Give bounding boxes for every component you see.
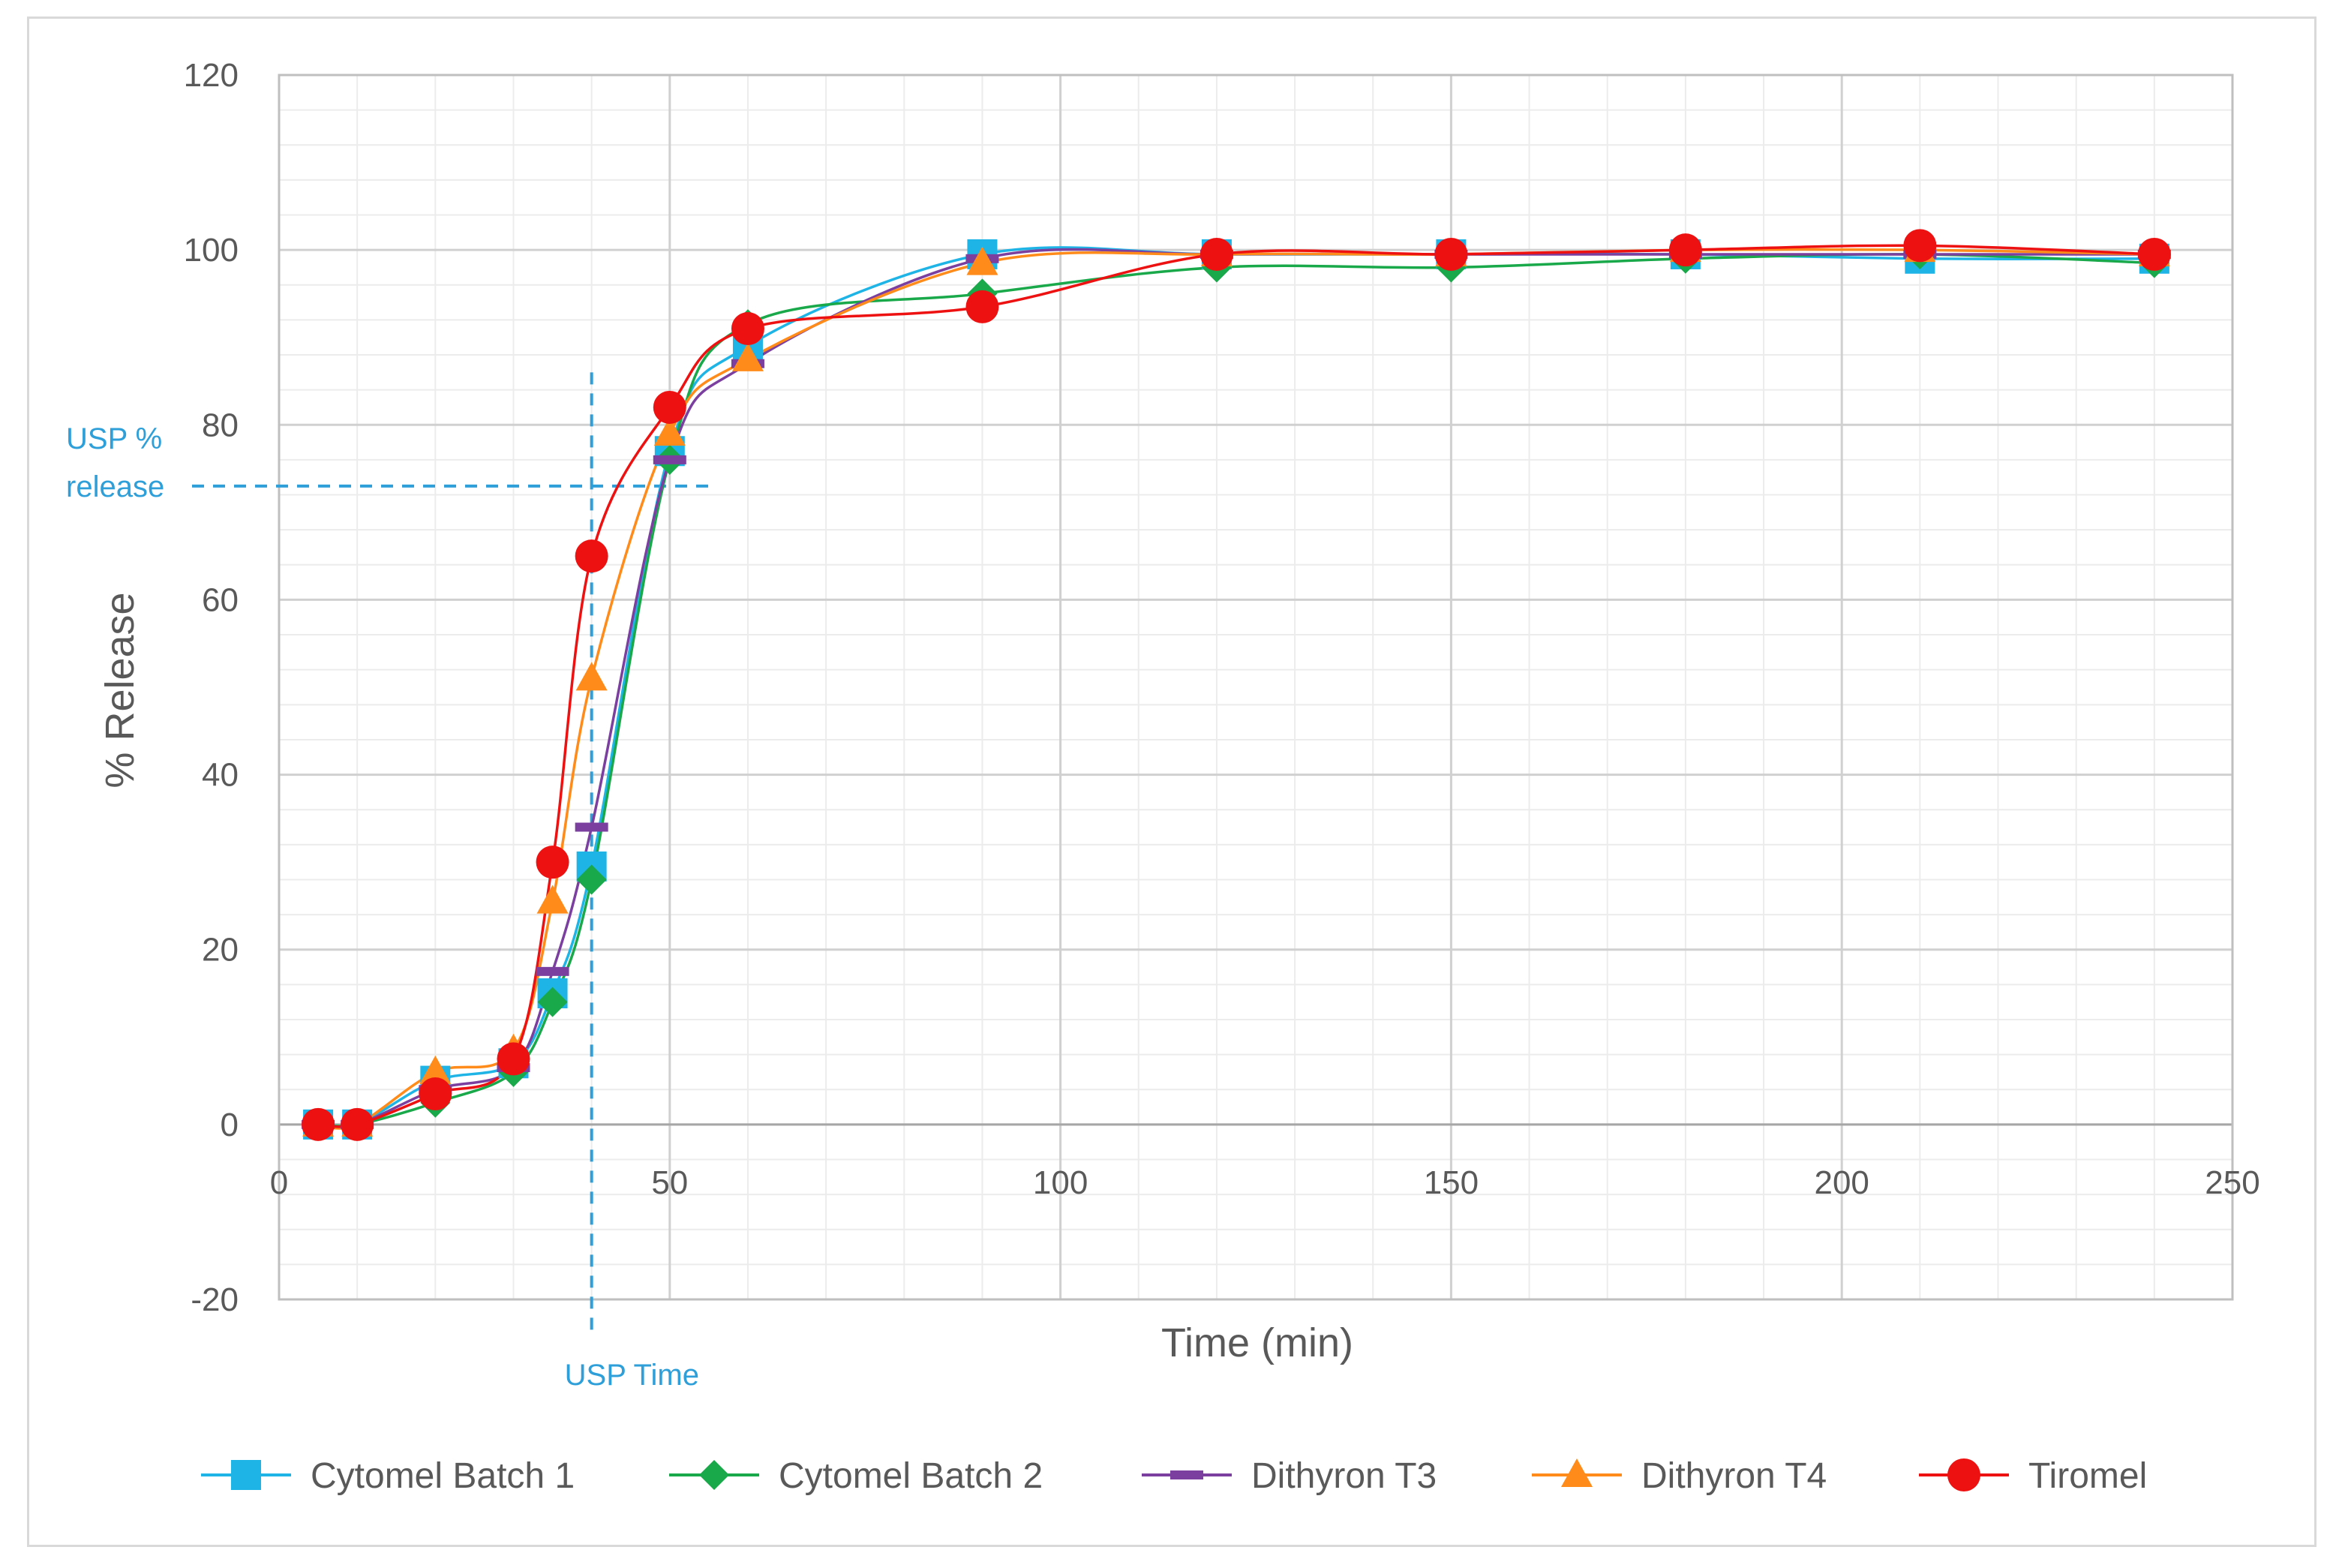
legend-marker-cytomel-batch-1 [231, 1460, 261, 1490]
y-tick-label: 60 [202, 581, 239, 618]
data-point-dithyron-t4 [966, 246, 998, 275]
major-gridlines [278, 74, 2234, 1301]
legend-marker-dithyron-t3 [1170, 1470, 1203, 1479]
legend-label-dithyron-t4: Dithyron T4 [1641, 1456, 1827, 1496]
y-tick-label: 40 [202, 757, 239, 794]
data-point-tiromel [1434, 237, 1468, 271]
legend: Cytomel Batch 1 Cytomel Batch 2 Dithyron T… [201, 1456, 2147, 1496]
legend-label-dithyron-t3: Dithyron T3 [1251, 1456, 1437, 1496]
data-point-tiromel [419, 1077, 452, 1111]
data-point-dithyron-t3 [653, 455, 686, 464]
annotations: USP % release USP Time [66, 372, 709, 1392]
y-tick-labels: -20 0 20 40 60 80 100 120 [184, 57, 239, 1318]
x-tick-label: 100 [1033, 1164, 1088, 1201]
y-axis-title: % Release [98, 592, 143, 788]
x-axis-title: Time (min) [1161, 1320, 1353, 1365]
data-point-dithyron-t4 [575, 662, 608, 691]
data-point-cytomel-batch-2 [576, 864, 607, 895]
series-markers [302, 229, 2171, 1141]
usp-release-label: release [66, 470, 164, 503]
y-tick-label: 100 [184, 232, 239, 269]
data-point-tiromel [575, 539, 608, 573]
legend-marker-cytomel-batch-2 [699, 1460, 729, 1490]
y-tick-label: -20 [191, 1281, 239, 1318]
data-point-tiromel [1200, 237, 1233, 271]
x-tick-label: 150 [1424, 1164, 1479, 1201]
legend-marker-tiromel [1947, 1458, 1980, 1491]
data-point-dithyron-t4 [653, 416, 686, 446]
y-tick-label: 120 [184, 57, 239, 94]
usp-release-label: USP % [66, 422, 162, 455]
y-tick-label: 0 [221, 1107, 239, 1143]
data-point-cytomel-batch-2 [537, 987, 568, 1017]
legend-label-cytomel-batch-1: Cytomel Batch 1 [311, 1456, 575, 1496]
usp-time-label: USP Time [565, 1359, 699, 1392]
data-point-dithyron-t3 [575, 822, 608, 832]
data-point-tiromel [536, 846, 569, 879]
data-point-tiromel [2137, 237, 2171, 271]
data-point-tiromel [1903, 229, 1937, 263]
data-point-dithyron-t4 [536, 885, 569, 914]
data-point-dithyron-t4 [731, 342, 764, 371]
data-point-tiromel [1668, 233, 1702, 267]
data-point-tiromel [731, 312, 764, 346]
minor-gridlines [279, 75, 2232, 1299]
x-tick-label: 50 [651, 1164, 688, 1201]
plot-border [278, 74, 2234, 1301]
data-point-tiromel [341, 1107, 374, 1141]
data-point-dithyron-t4 [419, 1055, 452, 1084]
x-tick-label: 200 [1814, 1164, 1869, 1201]
y-tick-label: 80 [202, 407, 239, 443]
y-tick-label: 20 [202, 932, 239, 969]
x-tick-labels: 0 50 100 150 200 250 [270, 1164, 2260, 1201]
legend-marker-dithyron-t4 [1561, 1458, 1593, 1487]
data-point-tiromel [965, 290, 999, 323]
data-point-tiromel [497, 1042, 530, 1076]
data-point-tiromel [302, 1107, 335, 1141]
legend-label-cytomel-batch-2: Cytomel Batch 2 [779, 1456, 1043, 1496]
data-point-tiromel [653, 390, 686, 424]
x-tick-label: 250 [2205, 1164, 2259, 1201]
legend-label-tiromel: Tiromel [2028, 1456, 2147, 1496]
data-point-dithyron-t3 [536, 966, 569, 976]
x-tick-label: 0 [270, 1164, 288, 1201]
